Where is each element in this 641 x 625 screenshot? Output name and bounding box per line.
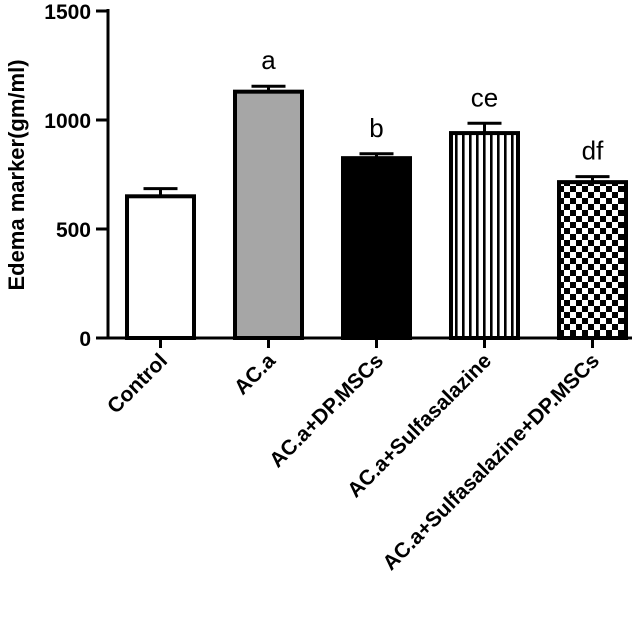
significance-label: ce	[471, 82, 498, 112]
y-tick-label: 0	[79, 328, 91, 351]
bar-control	[125, 194, 196, 340]
bar-ac-a-dp-mscs	[341, 156, 412, 340]
significance-label: a	[261, 45, 276, 75]
significance-label: df	[582, 136, 604, 166]
y-tick-label: 1500	[44, 1, 91, 24]
y-tick-label: 500	[56, 219, 91, 242]
x-category-label: AC.a+Sulfasalazine+DP.MSCs	[378, 349, 604, 575]
bar-ac-a-sulfasalazine	[449, 131, 520, 340]
x-category-label: AC.a+DP.MSCs	[265, 349, 388, 472]
plot-area: 0 500 1000 1500 Control a AC.a b AC.a+DP.MSCs ce A…	[44, 1, 632, 575]
x-category-label: AC.a	[230, 349, 280, 399]
y-axis-title: Edema marker(gm/ml)	[4, 59, 29, 290]
y-tick-label: 1000	[44, 110, 91, 133]
bar-ac-a	[233, 89, 304, 340]
x-category-label: Control	[103, 349, 172, 418]
significance-label: b	[369, 113, 383, 143]
bar-ac-a-sulfasalazine-dp-mscs	[557, 180, 628, 340]
